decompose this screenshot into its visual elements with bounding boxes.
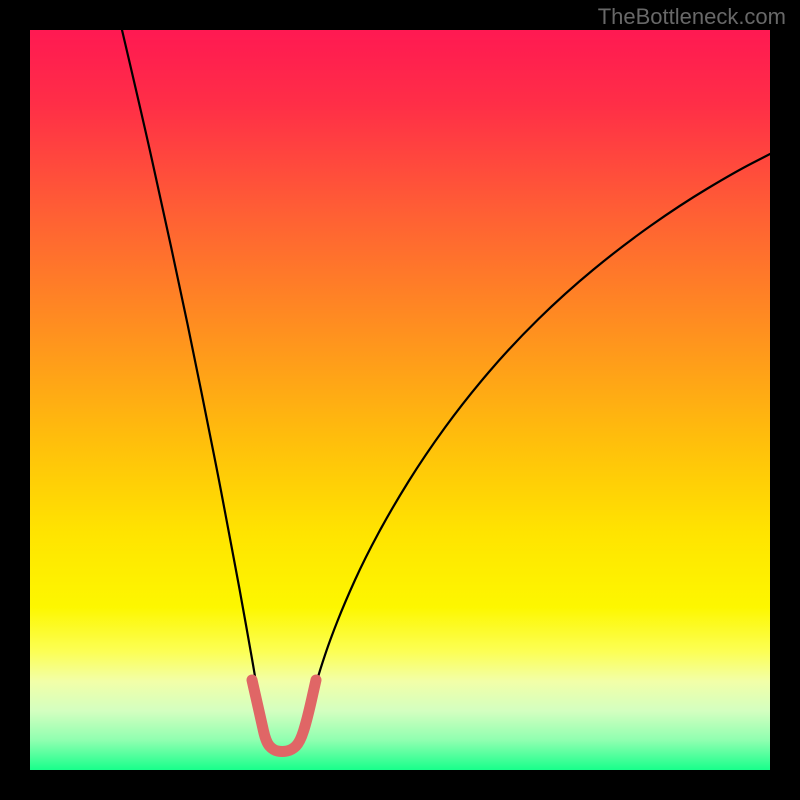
chart-container: TheBottleneck.com	[0, 0, 800, 800]
plot-background	[30, 30, 770, 770]
plot-svg	[30, 30, 770, 770]
watermark-text: TheBottleneck.com	[598, 4, 786, 30]
